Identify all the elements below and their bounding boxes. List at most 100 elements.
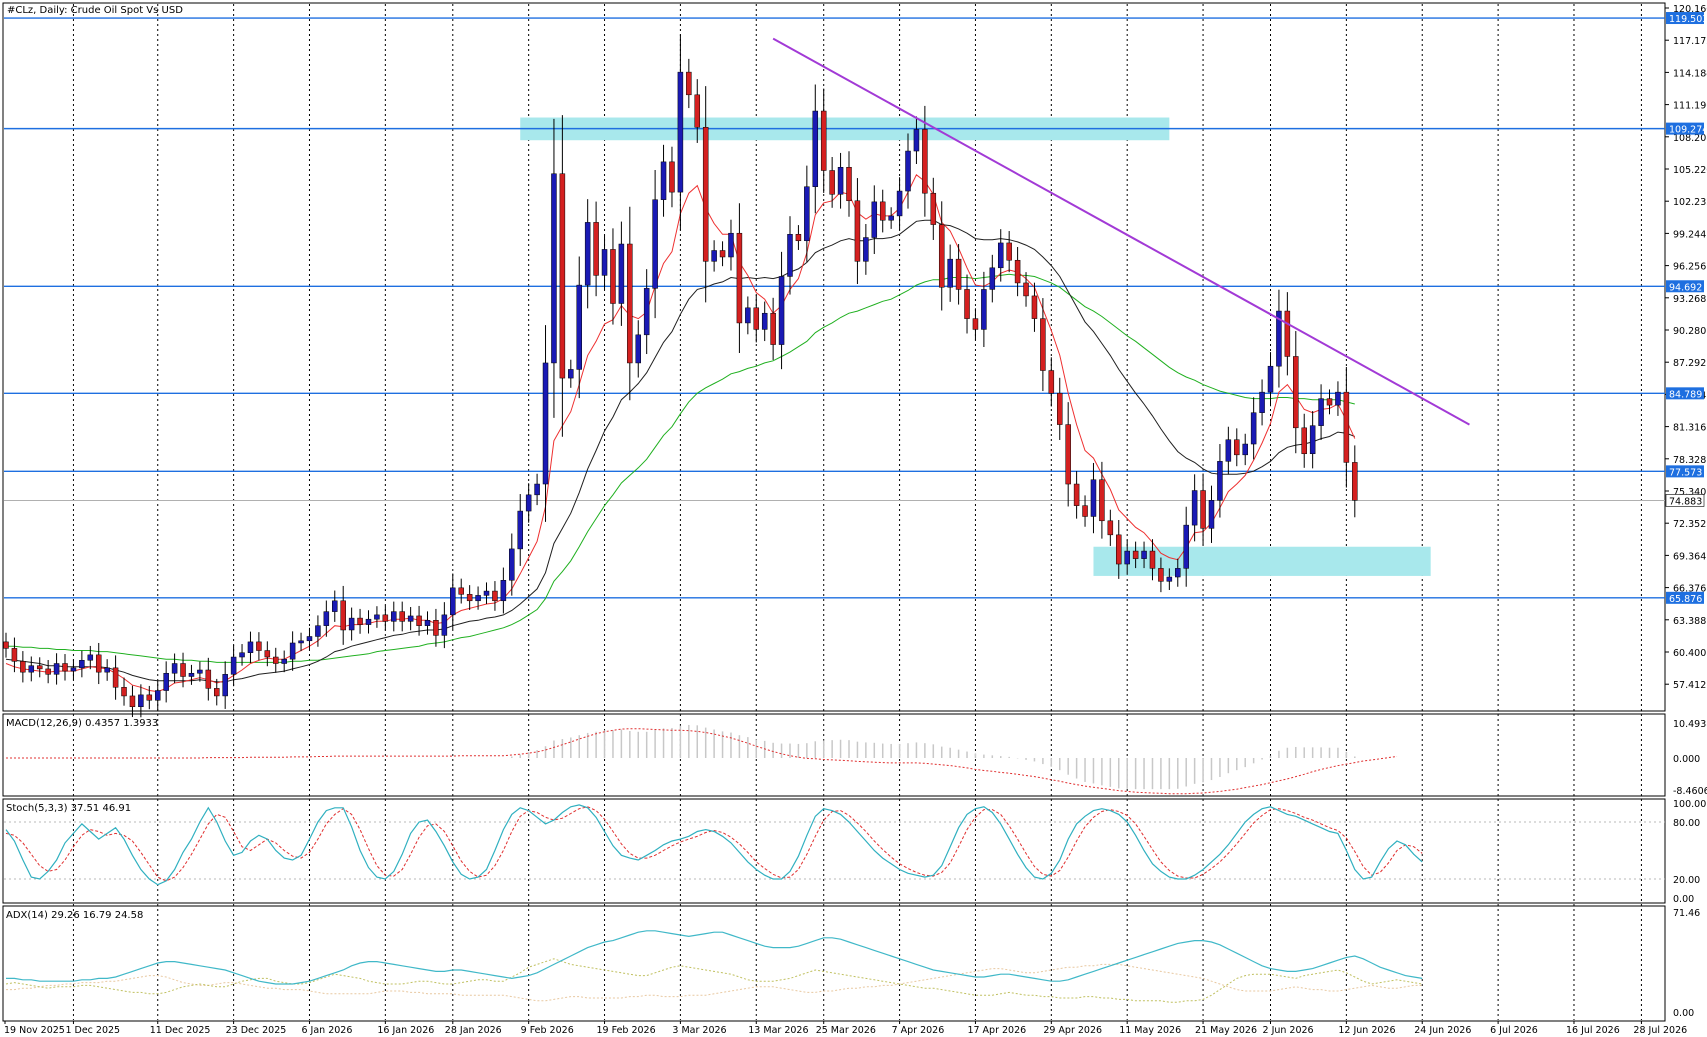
- candle-body: [264, 650, 271, 658]
- candle-body: [247, 641, 254, 653]
- time-axis-label: 24 Jun 2026: [1414, 1025, 1471, 1036]
- candle-body: [938, 224, 945, 288]
- candle-body: [618, 243, 625, 304]
- candle-body: [483, 590, 490, 596]
- candle-body: [70, 667, 77, 672]
- candle-body: [239, 652, 245, 658]
- candle-body: [981, 289, 987, 330]
- candle-body: [53, 663, 60, 675]
- candle-body: [525, 494, 532, 512]
- candle-body: [879, 201, 886, 221]
- candle-body: [154, 690, 161, 701]
- level-price-box: [1666, 387, 1704, 400]
- time-axis-label: 19 Feb 2026: [597, 1025, 656, 1036]
- candle-body: [11, 648, 18, 662]
- price-tick-label: 87.292: [1673, 358, 1706, 369]
- time-axis-label: 2 Jun 2026: [1263, 1025, 1314, 1036]
- candle-body: [660, 161, 667, 200]
- candle-body: [955, 258, 962, 290]
- candle-body: [416, 615, 422, 626]
- stoch-panel[interactable]: [2, 798, 1666, 904]
- price-tick-label: 75.340: [1673, 487, 1706, 498]
- candle-body: [1116, 534, 1122, 565]
- price-tick-label: 99.244: [1673, 229, 1706, 240]
- stoch-axis-label: 0.00: [1673, 894, 1694, 905]
- macd-signal-line: [6, 728, 1398, 795]
- candle-body: [458, 587, 464, 595]
- adx-panel[interactable]: [2, 905, 1666, 1022]
- level-price-label: 119.503: [1669, 14, 1707, 25]
- price-tick-label: 66.376: [1673, 584, 1706, 595]
- candle-body: [812, 110, 819, 187]
- candle-body: [1031, 295, 1038, 319]
- price-panel[interactable]: [2, 2, 1666, 712]
- price-tick-label: 90.280: [1673, 326, 1706, 337]
- candle-body: [36, 665, 43, 670]
- price-tick-label: 120.160: [1673, 4, 1707, 15]
- candle-body: [281, 658, 287, 664]
- level-lines[interactable]: [4, 17, 1665, 599]
- candle-body: [1014, 259, 1021, 284]
- level-price-box: [1666, 465, 1704, 478]
- candle-body: [1107, 520, 1114, 536]
- candle-body: [517, 510, 523, 550]
- candle-body: [1309, 425, 1316, 455]
- level-price-box: [1666, 280, 1704, 293]
- level-price-box: [1666, 591, 1704, 604]
- stoch-axis-label: 20.00: [1673, 875, 1700, 886]
- candle-body: [559, 173, 566, 379]
- candle-body: [222, 674, 228, 697]
- candle-body: [298, 640, 304, 644]
- time-axis-label: 11 May 2026: [1119, 1025, 1181, 1036]
- candle-body: [1267, 365, 1274, 393]
- candle-body: [820, 110, 827, 171]
- candle-body: [947, 258, 953, 288]
- candle-body: [1200, 490, 1206, 529]
- time-axis-label: 25 Mar 2026: [816, 1025, 876, 1036]
- price-tick-label: 111.196: [1673, 101, 1707, 112]
- candle-body: [1352, 462, 1358, 501]
- candle-body: [1006, 242, 1012, 261]
- time-axis-label: 6 Jan 2026: [301, 1025, 352, 1036]
- adx-minus-line: [6, 963, 1423, 1002]
- candle-body: [180, 663, 186, 677]
- price-tick-label: 114.184: [1673, 68, 1707, 79]
- candle-body: [1158, 568, 1164, 582]
- candle-body: [1259, 391, 1265, 413]
- macd-panel[interactable]: [2, 713, 1666, 797]
- candle-body: [854, 200, 861, 262]
- candle-body: [1175, 568, 1181, 578]
- candle-body: [391, 611, 397, 622]
- trendline[interactable]: [772, 37, 1470, 426]
- candle-body: [214, 688, 220, 697]
- candle-body: [593, 222, 599, 276]
- candle-body: [1242, 443, 1248, 456]
- adx-label: ADX(14) 29.26 16.79 24.58: [6, 910, 143, 921]
- chart-title: #CLz, Daily: Crude Oil Spot Vs USD: [7, 5, 183, 16]
- level-price-box: [1666, 122, 1704, 135]
- candle-body: [1073, 483, 1080, 506]
- adx-axis-label: 0.00: [1673, 1008, 1694, 1019]
- candle-body: [315, 625, 321, 637]
- candle-body: [677, 71, 684, 193]
- candle-body: [1141, 550, 1147, 559]
- stoch-axis-label: 80.00: [1673, 818, 1700, 829]
- candle-body: [112, 667, 119, 688]
- candle-body: [129, 695, 136, 708]
- candle-body: [121, 687, 127, 697]
- candle-body: [1234, 439, 1240, 456]
- price-tick-label: 57.412: [1673, 680, 1706, 691]
- candle-body: [1040, 318, 1046, 371]
- candle-body: [576, 284, 582, 370]
- candle-body: [702, 127, 709, 262]
- candle-body: [45, 668, 51, 675]
- time-axis-label: 28 Jul 2026: [1633, 1025, 1687, 1036]
- candle-body: [1132, 550, 1139, 559]
- candle-body: [1191, 490, 1198, 526]
- time-axis-label: 16 Jul 2026: [1566, 1025, 1620, 1036]
- candle-body: [146, 694, 153, 701]
- candle-body: [778, 276, 785, 345]
- candle-body: [1065, 424, 1071, 485]
- level-price-label: 65.876: [1669, 594, 1702, 605]
